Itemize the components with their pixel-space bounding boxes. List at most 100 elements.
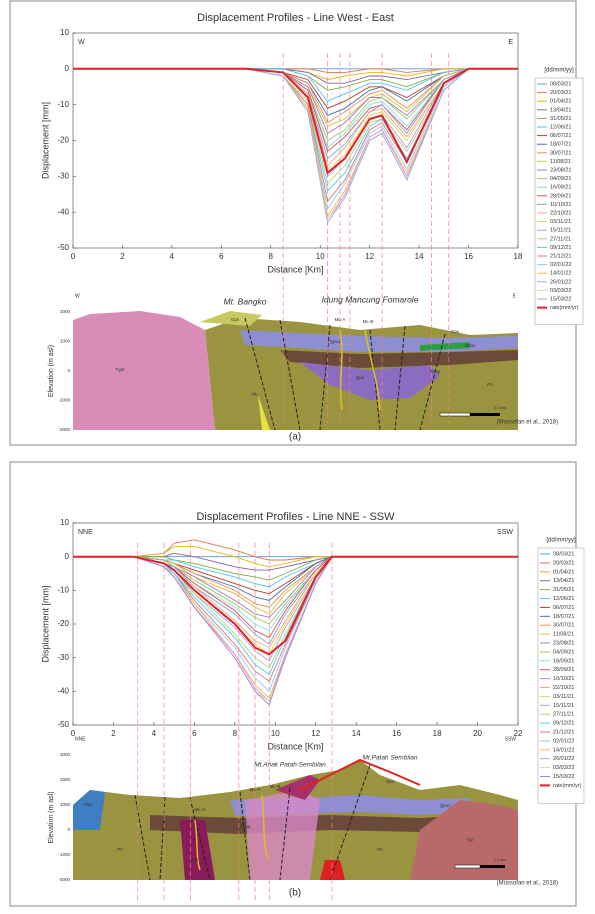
y-tick-label: -30 [57, 171, 69, 180]
y-tick-label: -40 [57, 207, 69, 216]
y-tick-label: 0 [65, 552, 70, 561]
x-tick-label: 10 [271, 729, 280, 738]
legend-label: 11/08/21 [553, 632, 574, 638]
legend-label: 15/03/22 [550, 296, 571, 302]
panel-label: (b) [289, 888, 301, 899]
peak-label: Idung Mancung Fomarole [322, 294, 419, 304]
legend-label: 21/12/21 [553, 729, 574, 735]
legend-label: 27/11/21 [553, 712, 574, 718]
legend-label: 03/03/22 [550, 288, 571, 294]
unit-label: Ph [377, 847, 383, 852]
x-tick-label: 0 [71, 252, 76, 261]
x-tick-label: 16 [464, 252, 473, 261]
legend-title: [dd/mm/yy] [544, 68, 574, 74]
legend-label: 22/10/21 [553, 685, 574, 691]
series-line [73, 556, 518, 618]
legend-label: 23/08/21 [550, 167, 571, 173]
elevation-tick-label: 2000 [60, 309, 71, 314]
legend-label: 10/10/21 [553, 676, 574, 682]
legend-label: 20/03/21 [553, 560, 574, 566]
legend-label: 27/11/21 [550, 236, 571, 242]
elevation-tick-label: -2000 [58, 427, 70, 432]
legend-label: 31/05/21 [553, 587, 574, 593]
legend-label: 06/07/21 [553, 605, 574, 611]
x-tick-label: 4 [152, 729, 157, 738]
scale-label: 2.5 km [494, 857, 507, 862]
x-tick-label: 10 [316, 252, 325, 261]
legend-label: 26/01/22 [550, 279, 571, 285]
x-axis-label: Distance [Km] [267, 741, 323, 751]
series-line [73, 68, 518, 221]
series-line [73, 68, 518, 160]
x-tick-label: 8 [269, 252, 274, 261]
series-line [73, 67, 518, 175]
chart-title: Displacement Profiles - Line NNE - SSW [196, 511, 395, 523]
elevation-tick-label: 1000 [60, 802, 71, 807]
y-tick-label: -50 [57, 720, 69, 729]
unit-label: Tsmp [240, 824, 251, 829]
legend-label: 20/03/21 [550, 90, 571, 96]
legend-label: 10/10/21 [550, 202, 571, 208]
x-tick-label: 6 [219, 252, 224, 261]
x-tick-label: 20 [473, 729, 482, 738]
unit-label: Ph [487, 382, 493, 387]
legend-label: 09/12/21 [550, 245, 571, 251]
unit-label: Ph [252, 392, 258, 397]
unit-label: Bsdu [465, 343, 476, 348]
series-line [73, 556, 518, 669]
series-line [73, 556, 518, 595]
peak-label: Mt.Patah Sembilan [363, 755, 418, 762]
legend-label: 28/09/21 [550, 193, 571, 199]
unit-label: Gpv [231, 317, 240, 322]
y-axis-label: Displacement [mm] [40, 585, 50, 662]
legend-label: 04/09/21 [553, 649, 574, 655]
section-corner: W [75, 293, 80, 299]
legend-label: 03/11/21 [553, 694, 574, 700]
legend-label: 12/06/21 [550, 124, 571, 130]
legend-label: 31/05/21 [550, 116, 571, 122]
legend-label: 15/03/22 [553, 774, 574, 780]
legend-label: 02/01/22 [550, 262, 571, 268]
corner-label: W [78, 39, 85, 46]
y-tick-label: -10 [57, 585, 69, 594]
legend-label: 22/10/21 [550, 210, 571, 216]
legend-label: 21/12/21 [550, 253, 571, 259]
legend-label: 23/08/21 [553, 640, 574, 646]
legend-label: 01/04/21 [553, 569, 574, 575]
unit-label: ML-B [363, 319, 374, 324]
unit-label: Tgr [467, 837, 474, 842]
legend-label: 14/01/22 [550, 271, 571, 277]
x-tick-label: 12 [365, 252, 374, 261]
elevation-tick-label: 3000 [60, 752, 71, 757]
legend-label: 09/12/21 [553, 721, 574, 727]
scale-label: 2.5 km [494, 405, 507, 410]
legend-label: 08/03/21 [550, 81, 571, 87]
elevation-label: Elevation (m asl) [48, 791, 55, 843]
legend-label: 30/07/21 [550, 150, 571, 156]
legend-label: 14/01/22 [553, 747, 574, 753]
unit-label: Tsmp [430, 369, 441, 374]
plot-frame [72, 32, 519, 249]
unit-label: Gpv [386, 779, 395, 784]
legend-label: 15/11/21 [553, 703, 574, 709]
elevation-tick-label: 1000 [60, 339, 71, 344]
x-tick-label: 2 [120, 252, 125, 261]
series-line [73, 556, 518, 581]
series-line [73, 68, 518, 221]
x-tick-label: 6 [192, 729, 197, 738]
legend-label: rate(mm/yr) [550, 305, 579, 311]
series-line [73, 68, 518, 102]
legend-label: 12/06/21 [553, 596, 574, 602]
x-tick-label: 12 [311, 729, 320, 738]
y-tick-label: -50 [57, 243, 69, 252]
corner-label: NNE [78, 529, 93, 536]
elevation-label: Elevation (m asl) [48, 345, 55, 397]
legend-label: 01/04/21 [550, 99, 571, 105]
legend-box [537, 547, 585, 804]
y-tick-label: -30 [57, 653, 69, 662]
corner-label: E [508, 39, 513, 46]
series-line [73, 556, 518, 703]
unit-label: Qpo [356, 375, 365, 380]
legend: [dd/mm/yy] 08/03/21 20/03/21 01/04/21 13/04/… [537, 538, 585, 804]
unit-label: Kgr [191, 857, 199, 862]
